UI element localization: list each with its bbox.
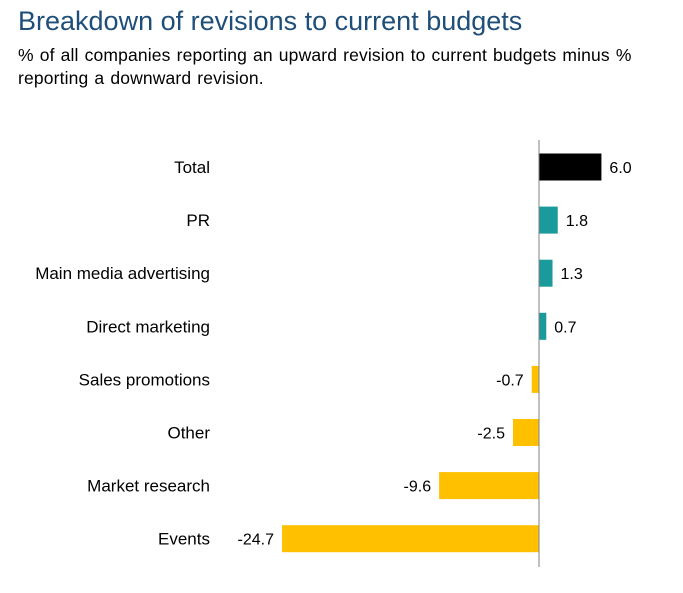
bar-pr [539,206,558,234]
chart-subtitle: % of all companies reporting an upward r… [18,45,632,88]
category-label-market-research: Market research [87,477,210,496]
labels-group: Total 6.0 PR 1.8 Main media advertising 1.3 Di… [35,158,632,549]
bar-total [539,153,602,181]
value-label-main-media-advertising: 1.3 [561,266,583,283]
value-label-total: 6.0 [609,160,631,177]
bar-main-media-advertising [539,259,553,287]
value-label-events: -24.7 [238,532,275,549]
value-label-other: -2.5 [477,426,505,443]
bar-market-research [439,472,539,500]
category-label-total: Total [174,158,210,177]
category-label-other: Other [167,424,210,443]
value-label-pr: 1.8 [566,213,588,230]
value-label-market-research: -9.6 [404,479,432,496]
bar-other [512,419,539,446]
value-label-direct-marketing: 0.7 [554,319,576,336]
value-label-sales-promotions: -0.7 [496,372,524,389]
bar-direct-marketing [539,312,547,340]
bars-group [282,153,602,553]
bar-sales-promotions [531,365,539,393]
category-label-main-media-advertising: Main media advertising [35,264,210,283]
category-label-events: Events [158,530,210,549]
category-label-pr: PR [186,211,210,230]
category-label-sales-promotions: Sales promotions [79,370,210,389]
bar-events [282,525,539,553]
category-label-direct-marketing: Direct marketing [86,317,210,336]
chart-title: Breakdown of revisions to current budget… [18,6,523,36]
